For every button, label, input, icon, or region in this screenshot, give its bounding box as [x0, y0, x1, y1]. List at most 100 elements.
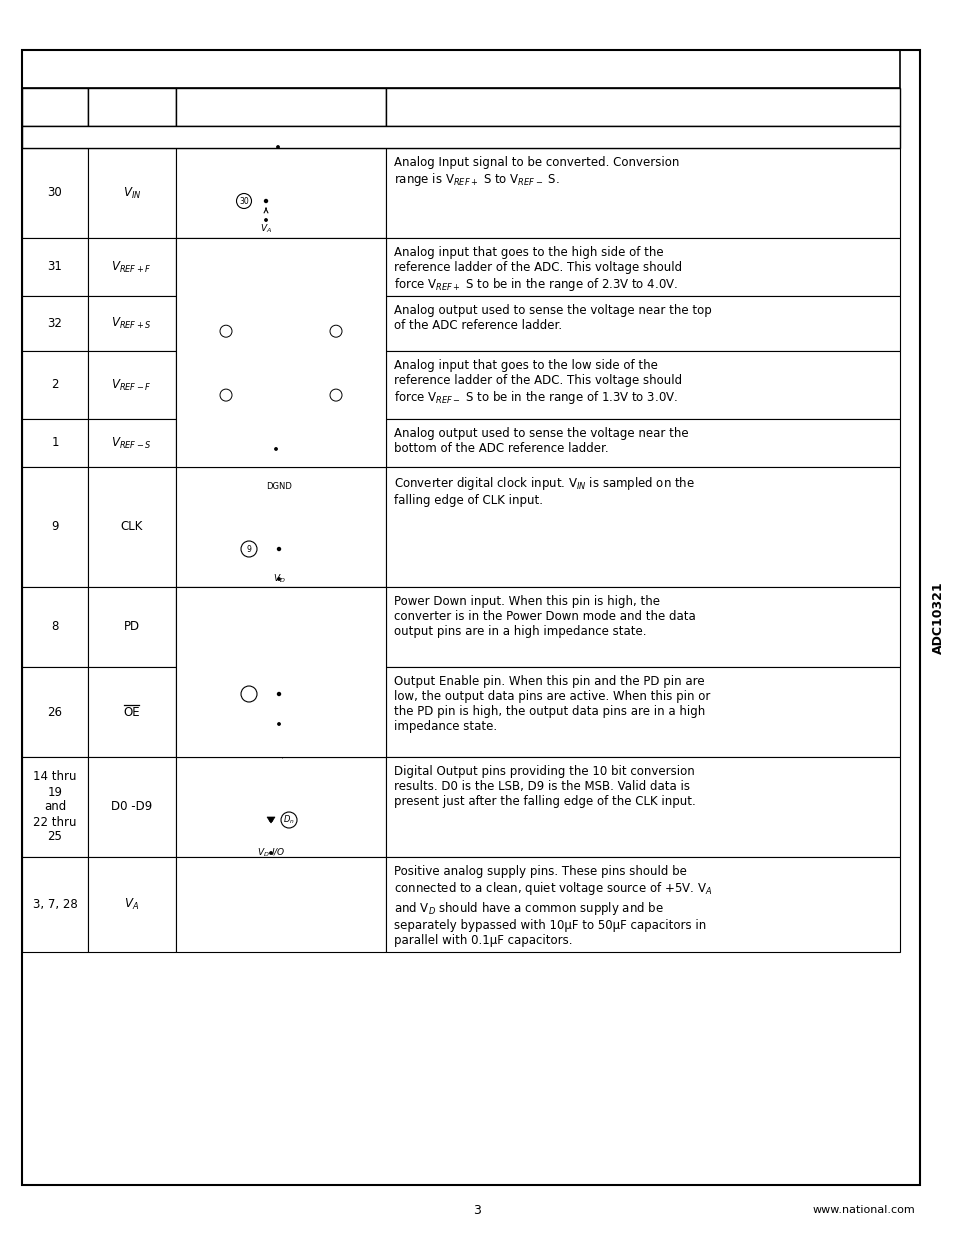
- Circle shape: [264, 200, 267, 203]
- Text: 26: 26: [244, 689, 253, 699]
- Circle shape: [277, 547, 280, 551]
- Text: 14 thru
19
and
22 thru
25: 14 thru 19 and 22 thru 25: [33, 771, 76, 844]
- Text: 26: 26: [48, 705, 62, 719]
- Bar: [175, 351, 386, 419]
- Text: $V_{REF+ F}$: $V_{REF+ F}$: [112, 259, 152, 274]
- Bar: [175, 148, 386, 238]
- Bar: [175, 667, 386, 757]
- Bar: [175, 467, 386, 587]
- Bar: [22, 667, 88, 757]
- Bar: [22, 88, 88, 126]
- Text: Analog input that goes to the high side of the
reference ladder of the ADC. This: Analog input that goes to the high side …: [394, 246, 681, 294]
- Bar: [22, 351, 88, 419]
- Text: Analog output used to sense the voltage near the top
of the ADC reference ladder: Analog output used to sense the voltage …: [394, 304, 711, 332]
- Text: 31: 31: [48, 261, 62, 273]
- Text: 9: 9: [246, 545, 252, 553]
- Text: $V_{REF− F}$: $V_{REF− F}$: [112, 378, 152, 393]
- Circle shape: [265, 219, 267, 221]
- Bar: [88, 667, 175, 757]
- Text: 1: 1: [224, 391, 228, 398]
- Bar: [88, 351, 175, 419]
- Bar: [386, 467, 899, 587]
- Circle shape: [274, 448, 277, 451]
- Circle shape: [277, 722, 280, 725]
- Bar: [386, 587, 899, 667]
- Bar: [88, 419, 175, 467]
- Bar: [22, 238, 88, 296]
- Circle shape: [277, 578, 280, 580]
- Text: $V_{IN}$: $V_{IN}$: [122, 185, 141, 200]
- Text: $V_A$: $V_A$: [260, 222, 272, 235]
- Circle shape: [276, 146, 279, 148]
- Circle shape: [270, 819, 273, 821]
- Text: D0 -D9: D0 -D9: [111, 800, 152, 814]
- Text: 30: 30: [239, 196, 249, 205]
- Text: Symbol: Symbol: [106, 100, 157, 114]
- Bar: [386, 88, 899, 126]
- Bar: [175, 88, 386, 126]
- Bar: [88, 587, 175, 667]
- Bar: [22, 148, 88, 238]
- Text: Pin
No.: Pin No.: [43, 93, 67, 121]
- Text: Power Down input. When this pin is high, the
converter is in the Power Down mode: Power Down input. When this pin is high,…: [394, 595, 696, 638]
- Text: $V_A$: $V_A$: [270, 443, 282, 456]
- Text: Description: Description: [602, 100, 682, 114]
- Bar: [175, 587, 386, 667]
- Bar: [386, 238, 899, 296]
- Text: $V_D$: $V_D$: [273, 718, 285, 730]
- Text: Digital Output pins providing the 10 bit conversion
results. D0 is the LSB, D9 i: Digital Output pins providing the 10 bit…: [394, 764, 696, 808]
- Text: 9: 9: [51, 520, 59, 534]
- Text: 32: 32: [332, 391, 340, 398]
- Bar: [175, 238, 386, 296]
- Polygon shape: [267, 818, 274, 823]
- Bar: [175, 587, 386, 757]
- Bar: [386, 857, 899, 952]
- Bar: [22, 467, 88, 587]
- Text: 2: 2: [51, 378, 59, 391]
- Text: 1: 1: [51, 436, 59, 450]
- Text: 8: 8: [51, 620, 58, 634]
- Text: Converter digital clock input. V$_{IN}$ is sampled on the
falling edge of CLK in: Converter digital clock input. V$_{IN}$ …: [394, 475, 695, 508]
- Bar: [22, 126, 899, 148]
- Circle shape: [277, 693, 280, 695]
- Bar: [386, 667, 899, 757]
- Text: ADC10321: ADC10321: [930, 582, 943, 653]
- Text: www.national.com: www.national.com: [811, 1205, 914, 1215]
- Text: 3: 3: [473, 1203, 480, 1216]
- Text: CLK: CLK: [120, 520, 143, 534]
- Bar: [175, 419, 386, 467]
- Bar: [175, 238, 386, 467]
- Bar: [386, 419, 899, 467]
- Text: DGND: DGND: [266, 482, 292, 492]
- Text: 2: 2: [224, 329, 228, 335]
- Text: 30: 30: [48, 186, 62, 200]
- Text: $V_{REF− S}$: $V_{REF− S}$: [112, 436, 152, 451]
- Text: Analog input that goes to the low side of the
reference ladder of the ADC. This : Analog input that goes to the low side o…: [394, 359, 681, 406]
- Bar: [22, 419, 88, 467]
- Bar: [386, 148, 899, 238]
- Text: Positive analog supply pins. These pins should be
connected to a clean, quiet vo: Positive analog supply pins. These pins …: [394, 864, 712, 947]
- Text: $D_n$: $D_n$: [283, 814, 294, 826]
- Circle shape: [270, 852, 272, 855]
- Bar: [88, 857, 175, 952]
- Text: $V_D$ I/O: $V_D$ I/O: [256, 846, 285, 860]
- Text: 32: 32: [48, 317, 62, 330]
- Text: PD: PD: [124, 620, 140, 634]
- Bar: [386, 351, 899, 419]
- Bar: [175, 296, 386, 351]
- Bar: [88, 148, 175, 238]
- Bar: [88, 88, 175, 126]
- Text: OE: OE: [123, 705, 140, 719]
- Bar: [88, 238, 175, 296]
- Text: DGND: DGND: [266, 627, 292, 636]
- Text: Pin Descriptions and Equivalent Circuits: Pin Descriptions and Equivalent Circuits: [34, 61, 439, 78]
- Bar: [22, 296, 88, 351]
- Text: $V_{REF+ S}$: $V_{REF+ S}$: [112, 316, 152, 331]
- Bar: [175, 757, 386, 857]
- Text: DGND I/O: DGND I/O: [251, 750, 291, 760]
- Bar: [386, 757, 899, 857]
- Bar: [22, 49, 899, 88]
- Text: AGND: AGND: [268, 272, 294, 280]
- Text: $V_{A}$: $V_{A}$: [124, 897, 139, 913]
- Bar: [386, 296, 899, 351]
